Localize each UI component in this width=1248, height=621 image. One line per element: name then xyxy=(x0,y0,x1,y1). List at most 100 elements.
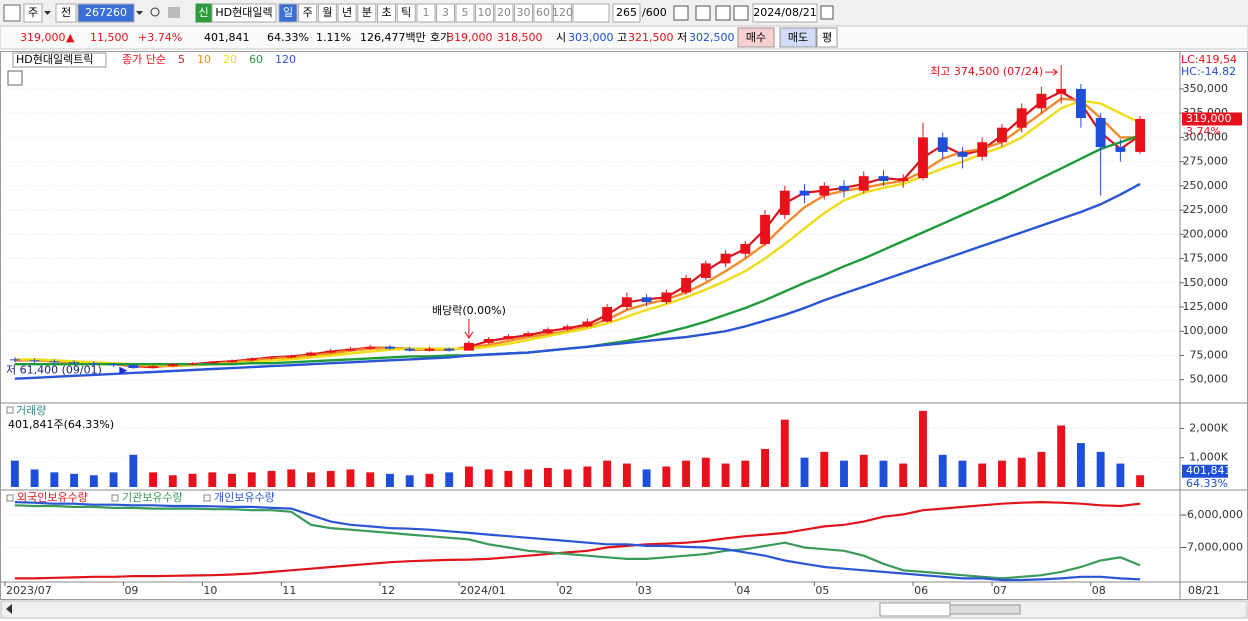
quote-high: 321,500 xyxy=(628,31,674,44)
period-button[interactable]: 분 xyxy=(362,6,372,19)
interval-input[interactable] xyxy=(572,3,610,23)
toolbar-button[interactable] xyxy=(612,3,641,23)
toolbar-button[interactable] xyxy=(55,3,77,23)
toolbar-button[interactable] xyxy=(195,3,212,23)
tool-icon[interactable] xyxy=(695,5,711,21)
interval-button[interactable]: 1 xyxy=(423,6,430,19)
y-tick-label: 300,000 xyxy=(1183,130,1229,143)
candle-body xyxy=(69,362,80,364)
toolbar-button[interactable] xyxy=(337,3,357,23)
search-icon[interactable] xyxy=(150,7,160,17)
candle-body xyxy=(878,176,889,182)
period-button[interactable]: 틱 xyxy=(401,6,411,19)
quote-sell[interactable]: 매도 xyxy=(788,31,808,44)
low-arrow xyxy=(119,366,128,375)
toolbar-button[interactable] xyxy=(357,3,377,23)
toolbar-button[interactable] xyxy=(77,3,135,23)
toolbar-button[interactable] xyxy=(416,3,436,23)
toolbar-button[interactable] xyxy=(298,3,318,23)
calendar-icon[interactable] xyxy=(820,5,834,20)
period-button[interactable]: 초 xyxy=(381,6,391,19)
dividend-annotation: 배당락(0.00%) xyxy=(432,304,506,317)
interval-button[interactable]: 10 xyxy=(478,6,492,19)
x-tick-label: 06 xyxy=(914,584,928,597)
dropdown-arrow[interactable] xyxy=(136,11,143,15)
toolbar-button[interactable] xyxy=(377,3,396,23)
volume-bar xyxy=(30,469,39,487)
toolbar-button[interactable] xyxy=(752,3,818,23)
candle-body xyxy=(681,277,692,293)
toolbar-button[interactable] xyxy=(278,3,298,23)
scrollbar[interactable] xyxy=(0,600,1248,619)
dropdown-arrow[interactable] xyxy=(44,11,51,15)
quote-turnover: 1.11% xyxy=(316,31,351,44)
volume-bar xyxy=(1057,425,1066,487)
scroll-left[interactable] xyxy=(6,604,12,614)
interval-button[interactable]: 60 xyxy=(536,6,550,19)
bar-count[interactable]: 265 xyxy=(616,6,637,19)
toolbar-button[interactable] xyxy=(533,3,553,23)
quote-button[interactable] xyxy=(779,27,817,48)
volume-bar xyxy=(405,475,414,487)
date-input[interactable]: 2024/08/21 xyxy=(753,6,816,19)
y-tick-label: 275,000 xyxy=(1183,155,1229,168)
quote-buy[interactable]: 매수 xyxy=(746,31,766,44)
period-button[interactable]: 월 xyxy=(322,6,332,19)
quote-button[interactable] xyxy=(816,27,838,48)
scroll-controls[interactable] xyxy=(879,602,951,617)
volume-bar xyxy=(701,457,710,487)
sound-icon[interactable] xyxy=(168,7,180,18)
interval-button[interactable]: 3 xyxy=(442,6,449,19)
last-volume-label: 401,841 xyxy=(1186,464,1232,477)
toolbar-button[interactable] xyxy=(455,3,475,23)
candle-body xyxy=(29,360,40,362)
toolbar-text[interactable]: 주 xyxy=(28,6,38,19)
interval-button[interactable]: 20 xyxy=(497,6,511,19)
candle-body xyxy=(799,190,810,196)
candle-body xyxy=(918,137,928,179)
legend-bullet xyxy=(6,494,14,502)
stock-name[interactable]: HD현대일렉 xyxy=(215,5,272,19)
period-button[interactable]: 일 xyxy=(283,5,293,19)
candle-body xyxy=(977,142,988,157)
quote-open: 303,000 xyxy=(568,31,614,44)
volume-bar xyxy=(761,448,769,487)
toolbar-button[interactable] xyxy=(396,3,416,23)
volume-bar xyxy=(208,472,217,487)
tool-icon[interactable] xyxy=(715,5,731,21)
period-button[interactable]: 주 xyxy=(303,6,313,19)
tool-icon[interactable] xyxy=(733,5,749,21)
toolbar-button[interactable] xyxy=(211,3,277,23)
scroll-thumb[interactable] xyxy=(949,604,1021,615)
volume-bar xyxy=(1017,457,1026,487)
x-tick-label: 08 xyxy=(1092,584,1106,597)
toolbar-text[interactable]: 신 xyxy=(198,6,208,19)
interval-button[interactable]: 30 xyxy=(517,6,531,19)
menu-icon[interactable] xyxy=(3,4,21,22)
toolbar-button[interactable] xyxy=(436,3,455,23)
toolbar-button[interactable] xyxy=(317,3,337,23)
table-icon[interactable] xyxy=(7,70,23,86)
toolbar-button[interactable] xyxy=(475,3,494,23)
volume-bar xyxy=(1116,463,1125,487)
volume-bar xyxy=(879,460,888,487)
volume-bar xyxy=(287,469,296,487)
toolbar-button[interactable] xyxy=(553,3,572,23)
bar-count-max: /600 xyxy=(642,6,667,19)
volume-title: 거래량 xyxy=(16,404,46,417)
candle-body xyxy=(266,357,277,359)
period-button[interactable]: 년 xyxy=(342,6,352,19)
toolbar-button[interactable] xyxy=(23,3,43,23)
quote-button[interactable] xyxy=(737,27,775,48)
tool-icon[interactable] xyxy=(673,5,689,21)
legend-entry: 10 xyxy=(197,53,211,66)
candle-body xyxy=(1056,88,1067,94)
interval-button[interactable]: 5 xyxy=(462,6,469,19)
toolbar-button[interactable] xyxy=(494,3,514,23)
quote-avg[interactable]: 평 xyxy=(822,31,832,44)
toolbar-text[interactable]: 전 xyxy=(61,6,71,19)
stock-code[interactable]: 267260 xyxy=(85,6,127,19)
interval-button[interactable]: 120 xyxy=(552,6,573,19)
toolbar-button[interactable] xyxy=(514,3,533,23)
